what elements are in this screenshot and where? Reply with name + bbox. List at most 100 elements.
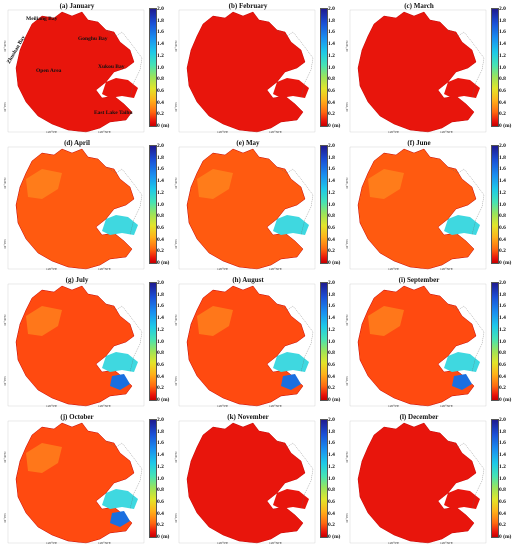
colorbar-tick: 0.8	[328, 213, 335, 220]
shoreline	[105, 303, 143, 373]
colorbar-tick: 2.0	[157, 6, 164, 12]
latitude-label: 31°0'N	[3, 102, 7, 112]
latitude-label: 31°0'N	[174, 376, 178, 386]
colorbar-tick: 1.2	[499, 52, 506, 59]
longitude-label: 120°30'E	[98, 404, 111, 408]
colorbar-tick: 2.0	[499, 280, 506, 286]
map-panel: (k) November 120°0'E 120°30'E 31°30'N 31°0'N…	[173, 413, 344, 550]
shallow-patch	[368, 169, 404, 199]
colorbar-tick: 0.6	[499, 361, 506, 368]
map-panel: (a) January 120°0'E 120°30'E 31°30'N 31°0'N 2…	[2, 2, 173, 139]
colorbar-tick: 1.6	[157, 440, 164, 447]
shoreline	[105, 440, 143, 510]
xukou-region	[273, 78, 309, 98]
lake-map	[7, 9, 145, 133]
lake-body	[357, 148, 477, 270]
colorbar-tick: 1.4	[157, 452, 164, 459]
lake-map	[349, 9, 487, 133]
panel-title: (e) May	[236, 139, 260, 147]
xukou-region	[444, 78, 480, 98]
colorbar-tick: 1.0	[328, 64, 335, 71]
colorbar-tick: 0.2	[499, 385, 506, 392]
map-frame	[7, 146, 145, 270]
colorbar-tick: 0 (m)	[499, 397, 512, 403]
colorbar-tick: 1.2	[328, 52, 335, 59]
longitude-label: 120°30'E	[269, 404, 282, 408]
colorbar-tick: 1.4	[157, 178, 164, 185]
colorbar	[149, 8, 157, 127]
colorbar-tick: 1.4	[328, 452, 335, 459]
map-frame	[7, 420, 145, 544]
panel-title: (l) December	[399, 413, 439, 421]
colorbar-tick: 1.8	[157, 154, 164, 161]
colorbar-tick: 0.6	[328, 87, 335, 94]
lake-body	[15, 148, 135, 270]
map-panel: (h) August 120°0'E 120°30'E 31°30'N 31°0'N 2.…	[173, 276, 344, 413]
colorbar-tick: 0.2	[328, 111, 335, 118]
map-frame	[178, 283, 316, 407]
panel-title: (i) September	[398, 276, 440, 284]
colorbar-tick: 1.6	[157, 29, 164, 36]
colorbar-tick: 0.4	[499, 373, 506, 380]
colorbar-tick: 0.2	[328, 385, 335, 392]
colorbar-tick: 1.0	[157, 201, 164, 208]
colorbar-tick: 1.8	[328, 154, 335, 161]
colorbar	[320, 282, 328, 401]
colorbar-tick: 1.0	[328, 201, 335, 208]
colorbar-tick: 0.6	[157, 361, 164, 368]
colorbar-tick: 1.8	[499, 17, 506, 24]
colorbar-tick: 0.2	[499, 522, 506, 529]
colorbar-tick: 1.6	[328, 166, 335, 173]
colorbar-tick: 0.8	[157, 76, 164, 83]
colorbar-tick: 1.0	[328, 338, 335, 345]
lake-body	[186, 422, 306, 544]
colorbar-tick: 1.2	[328, 189, 335, 196]
longitude-label: 120°30'E	[98, 130, 111, 134]
colorbar-tick: 0.4	[499, 99, 506, 106]
lake-body	[357, 422, 477, 544]
colorbar-tick: 2.0	[328, 280, 335, 286]
lake-map	[178, 283, 316, 407]
colorbar-tick: 0 (m)	[499, 123, 512, 129]
map-panel: (d) April 120°0'E 120°30'E 31°30'N 31°0'N 2.0…	[2, 139, 173, 276]
colorbar-tick: 0.4	[499, 510, 506, 517]
panel-title: (f) June	[407, 139, 431, 147]
longitude-label: 120°30'E	[98, 267, 111, 271]
colorbar-tick: 0.8	[157, 213, 164, 220]
map-frame	[349, 420, 487, 544]
colorbar-tick: 0.4	[157, 236, 164, 243]
deep-blue-region	[281, 374, 301, 390]
colorbar-tick: 1.0	[499, 64, 506, 71]
colorbar-tick: 2.0	[157, 143, 164, 149]
panel-title: (a) January	[59, 2, 95, 10]
longitude-label: 120°0'E	[46, 541, 58, 545]
colorbar-tick: 0.8	[157, 350, 164, 357]
colorbar-tick: 0.8	[499, 213, 506, 220]
latitude-label: 31°30'N	[174, 314, 178, 326]
colorbar-tick: 0 (m)	[328, 534, 341, 540]
colorbar-tick: 1.8	[499, 291, 506, 298]
colorbar-tick: 1.2	[499, 189, 506, 196]
shallow-patch	[368, 306, 404, 336]
colorbar-tick: 0.6	[328, 224, 335, 231]
map-frame	[178, 146, 316, 270]
lake-body	[186, 11, 306, 133]
longitude-label: 120°0'E	[46, 267, 58, 271]
colorbar-tick: 0.6	[157, 224, 164, 231]
colorbar-tick: 1.4	[499, 315, 506, 322]
panel-title: (g) July	[65, 276, 89, 284]
colorbar-tick: 1.6	[499, 303, 506, 310]
longitude-label: 120°0'E	[388, 541, 400, 545]
colorbar-tick: 1.0	[499, 338, 506, 345]
colorbar-tick: 0.2	[499, 248, 506, 255]
shoreline	[447, 303, 485, 373]
region-label-xukou-bay: Xukou Bay	[98, 64, 125, 70]
shallow-patch	[26, 306, 62, 336]
colorbar	[149, 282, 157, 401]
colorbar-tick: 0 (m)	[328, 260, 341, 266]
latitude-label: 31°30'N	[345, 177, 349, 189]
lake-map	[349, 146, 487, 270]
shoreline	[447, 29, 485, 99]
shoreline	[447, 440, 485, 510]
longitude-label: 120°30'E	[269, 541, 282, 545]
